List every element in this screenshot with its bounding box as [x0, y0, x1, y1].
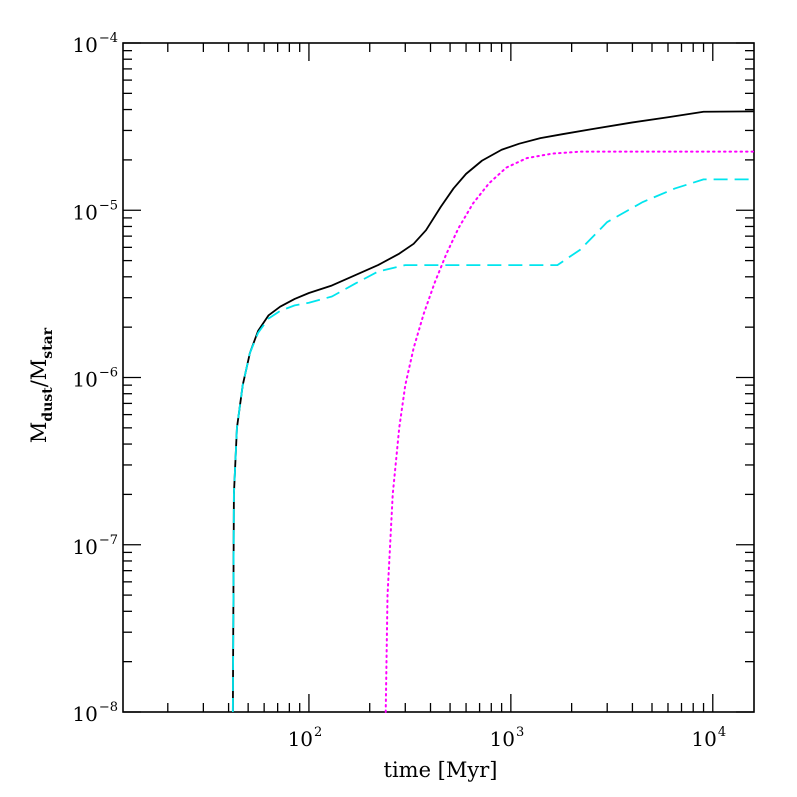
y-tick-label: 10−4 [72, 31, 118, 57]
x-tick-label: 104 [691, 725, 726, 751]
series-line-solid [231, 110, 755, 713]
tick-labels: 102 103 104 10−8 10−7 10−6 10−5 10−4 [72, 31, 726, 751]
y-label-num-sub: dust [40, 387, 56, 422]
svg-text:Mdust/Mstar: Mdust/Mstar [27, 327, 56, 443]
y-tick-label: 10−8 [72, 700, 118, 726]
x-tick-label: 103 [489, 725, 524, 751]
series-line-dashed [231, 178, 754, 713]
tick-marks [123, 42, 754, 713]
series-line-dotted [384, 150, 755, 713]
y-label-num: M [27, 422, 51, 444]
x-tick-label: 102 [288, 725, 323, 751]
x-axis-label: time [Myr] [384, 758, 498, 782]
y-tick-label: 10−7 [72, 533, 118, 559]
y-tick-label: 10−5 [72, 198, 118, 224]
y-axis-label: Mdust/Mstar [27, 327, 56, 443]
y-tick-label: 10−6 [72, 366, 118, 392]
y-label-den: M [27, 359, 51, 381]
series-layer [231, 110, 755, 713]
y-label-den-sub: star [40, 327, 56, 358]
plot-frame [122, 42, 755, 713]
